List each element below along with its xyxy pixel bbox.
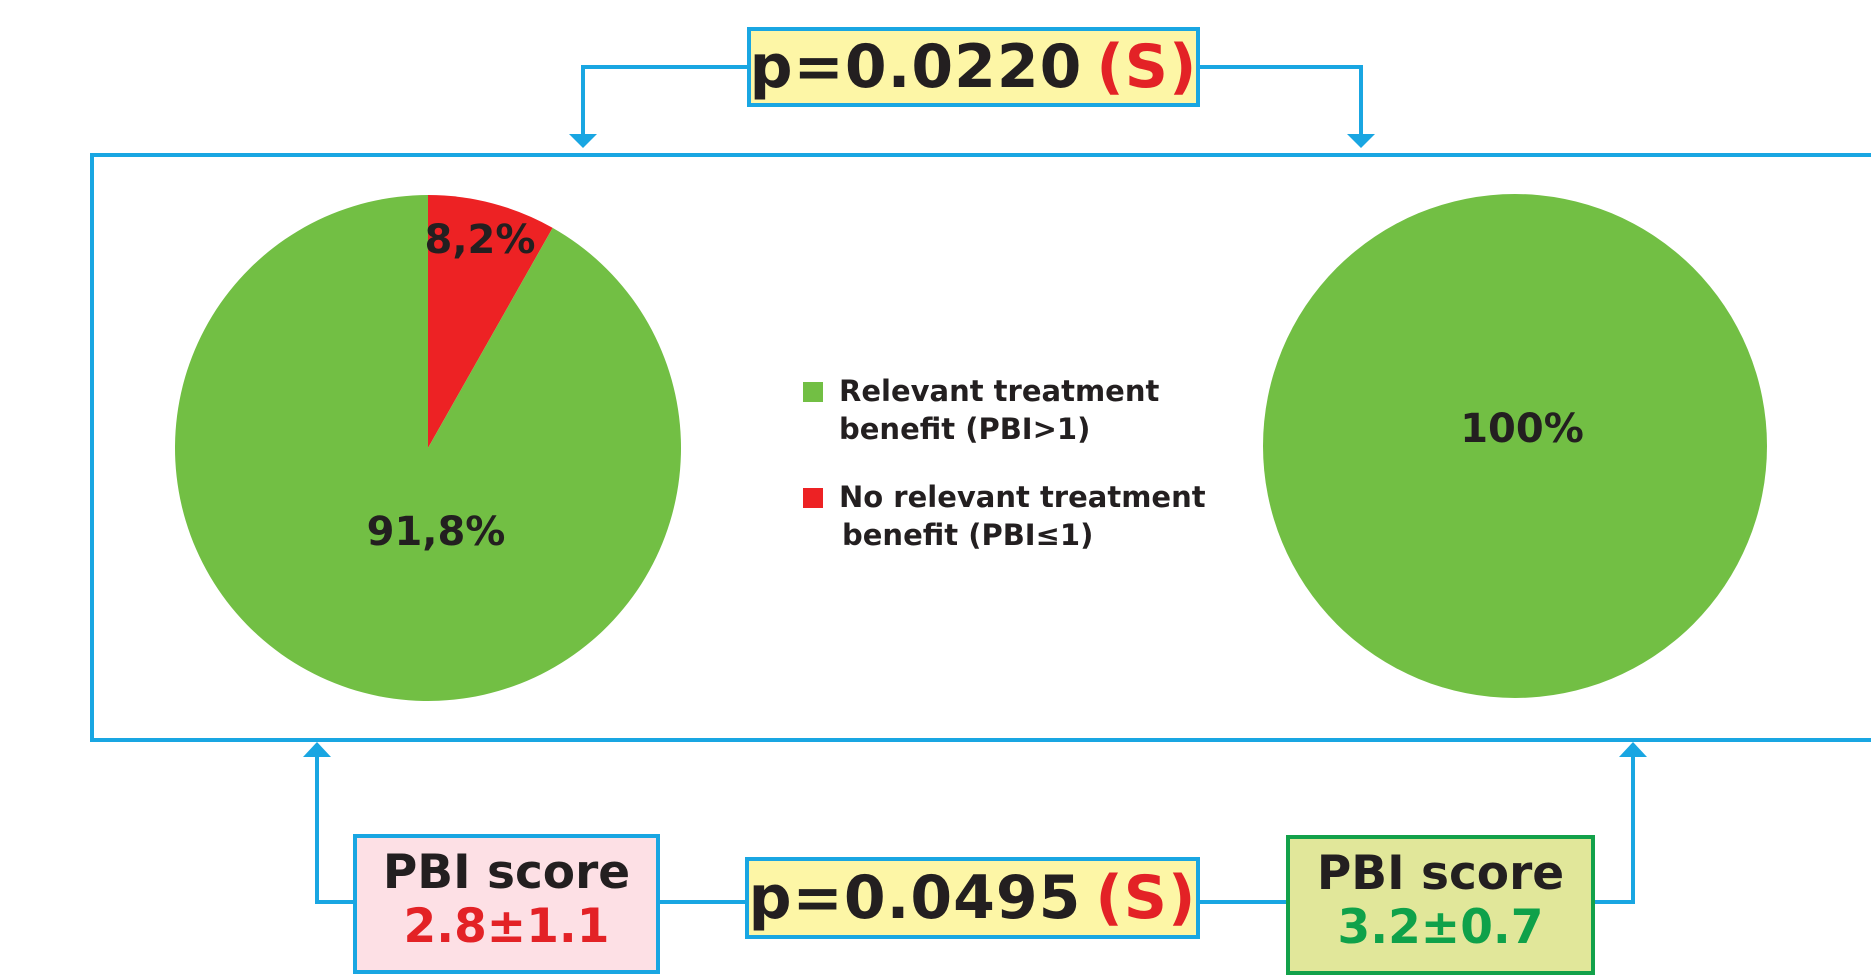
pie-slice-label: 91,8% [367, 509, 506, 555]
bottom-significance: (S) [1095, 863, 1197, 933]
legend: Relevant treatment benefit (PBI>1) No re… [803, 372, 1259, 584]
legend-swatch-red [803, 488, 823, 508]
bottom-connector-right [1593, 754, 1635, 904]
top-connector-left [581, 65, 750, 137]
top-arrow-left [569, 134, 597, 148]
bottom-p-value-box: p=0.0495 (S) [745, 857, 1200, 939]
chart-frame [90, 153, 1871, 742]
bottom-arrow-right [1619, 742, 1647, 757]
pbi-score-box-left: PBI score 2.8±1.1 [353, 834, 660, 974]
legend-item-no-relevant: No relevant treatment benefit (PBI≤1) [803, 478, 1259, 554]
top-p-value: p=0.0220 [749, 32, 1083, 102]
bottom-arrow-left [303, 742, 331, 757]
pie-chart-right: 100% [1263, 194, 1767, 698]
legend-label-line2: benefit (PBI>1) [839, 412, 1091, 446]
legend-label-line2: benefit (PBI≤1) [842, 518, 1094, 552]
pbi-score-label: PBI score [382, 845, 631, 900]
bottom-p-value: p=0.0495 [748, 863, 1082, 933]
legend-label-line1: Relevant treatment [839, 374, 1160, 408]
top-connector-right [1197, 65, 1363, 137]
legend-item-relevant: Relevant treatment benefit (PBI>1) [803, 372, 1259, 448]
top-p-value-box: p=0.0220 (S) [747, 27, 1200, 107]
pbi-score-box-right: PBI score 3.2±0.7 [1286, 835, 1595, 975]
top-arrow-right [1347, 134, 1375, 148]
pbi-score-label: PBI score [1316, 846, 1565, 901]
legend-swatch-green [803, 382, 823, 402]
top-significance: (S) [1096, 32, 1198, 102]
pie-slice-relevant [1263, 194, 1767, 698]
pie-chart-left: 91,8% 8,2% [175, 195, 681, 701]
pie-slice-no-relevant [428, 195, 553, 448]
pie-slice-relevant [175, 195, 681, 701]
pbi-score-value: 3.2±0.7 [1337, 900, 1544, 955]
bottom-connector-left [315, 754, 355, 904]
legend-label-line1: No relevant treatment [839, 480, 1206, 514]
pie-slice-label: 8,2% [425, 217, 536, 263]
pbi-score-value: 2.8±1.1 [403, 899, 610, 954]
pie-slice-label: 100% [1460, 406, 1584, 452]
